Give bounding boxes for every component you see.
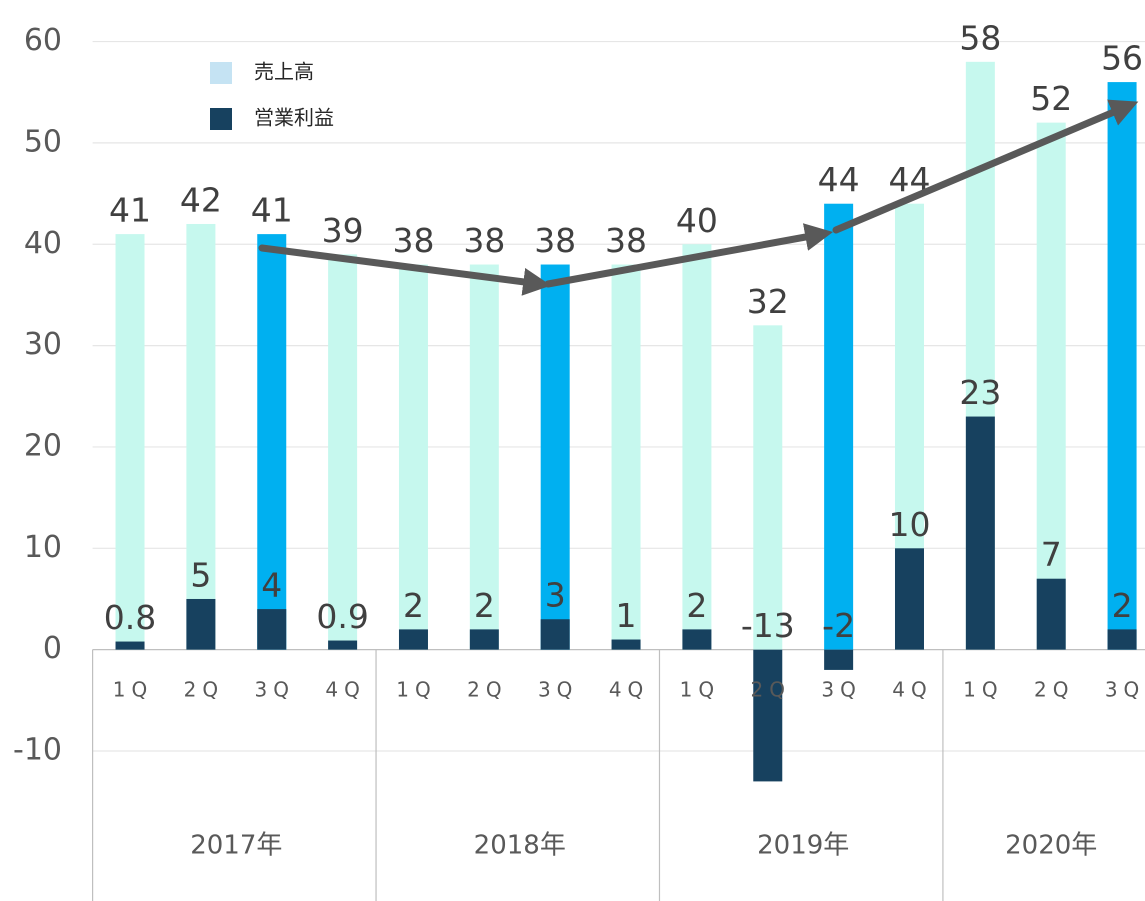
data-label: 23: [959, 373, 1001, 412]
data-label: 52: [1030, 79, 1072, 118]
data-label: 56: [1101, 39, 1143, 78]
x-tick-label: 3Q: [1105, 678, 1145, 702]
data-label: 0.9: [316, 597, 368, 636]
bar: [328, 254, 358, 650]
bar: [682, 244, 712, 650]
bar: [894, 548, 924, 650]
data-label: 38: [534, 221, 576, 260]
x-tick-label: 1Q: [113, 678, 153, 702]
data-label: 10: [888, 505, 930, 544]
data-label: 1: [616, 596, 637, 635]
group-label: 2017年: [190, 831, 282, 861]
y-tick-label: 0: [43, 631, 62, 666]
x-tick-label: 2Q: [184, 678, 224, 702]
y-tick-label: 20: [24, 428, 62, 463]
bar: [257, 234, 287, 650]
bar: [965, 416, 995, 650]
x-tick-label: 1Q: [963, 678, 1003, 702]
bar: [753, 649, 783, 782]
data-label: 2: [686, 586, 707, 625]
data-label: 58: [959, 18, 1001, 57]
bar: [540, 264, 570, 650]
bar: [540, 619, 570, 650]
y-tick-label: 30: [24, 327, 62, 362]
bar: [753, 325, 783, 650]
bar: [328, 640, 358, 650]
bar: [682, 629, 712, 650]
trend-arrow: [544, 223, 834, 288]
bar: [1107, 629, 1137, 650]
data-label: 32: [747, 282, 789, 321]
bar: [824, 203, 854, 650]
bar: [824, 649, 854, 670]
x-tick-label: 1Q: [680, 678, 720, 702]
bar: [186, 223, 216, 650]
trend-arrow: [258, 244, 552, 296]
data-label: -13: [741, 606, 795, 645]
group-label: 2020年: [1005, 831, 1097, 861]
data-label: 2: [474, 586, 495, 625]
data-label: 41: [251, 191, 293, 230]
bar: [398, 629, 428, 650]
data-label: 4: [261, 566, 282, 605]
y-tick-label: 40: [24, 226, 62, 261]
x-tick-label: 2Q: [467, 678, 507, 702]
y-tick-label: -10: [13, 733, 62, 768]
data-label: 40: [676, 201, 718, 240]
bar: [398, 264, 428, 650]
bar: [257, 609, 287, 650]
x-tick-label: 1Q: [396, 678, 436, 702]
bar: [469, 629, 499, 650]
bar: [1107, 82, 1137, 650]
legend-label: 売上高: [254, 60, 314, 84]
data-label: 41: [109, 191, 151, 230]
data-label: 7: [1041, 535, 1062, 574]
y-tick-label: 60: [24, 23, 62, 58]
data-label: 3: [545, 576, 566, 615]
labels: 1Q 2Q 3Q 4Q 2017年 1Q 2Q 3Q 4Q 2018年 1Q 2Q 3Q 4Q 2019年 1…: [104, 18, 1145, 861]
data-label: 2: [1112, 586, 1133, 625]
data-label: 44: [818, 160, 860, 199]
y-tick-label: 50: [24, 124, 62, 159]
data-label: 2: [403, 586, 424, 625]
x-tick-label: 3Q: [255, 678, 295, 702]
x-tick-label: 3Q: [538, 678, 578, 702]
x-tick-label: 4Q: [325, 678, 365, 702]
data-label: 0.8: [104, 598, 156, 637]
trend-arrows: [258, 99, 1139, 296]
trend-arrow: [832, 99, 1139, 234]
x-tick-label: 2Q: [1034, 678, 1074, 702]
data-label: 38: [605, 221, 647, 260]
x-tick-label: 4Q: [892, 678, 932, 702]
bar: [186, 598, 216, 650]
group-label: 2018年: [474, 831, 566, 861]
x-tick-label: 2Q: [751, 678, 791, 702]
bar: [115, 641, 145, 650]
legend-swatch: [210, 108, 232, 130]
y-tick-label: 10: [24, 530, 62, 565]
bar: [611, 639, 641, 650]
x-tick-label: 3Q: [821, 678, 861, 702]
x-tick-label: 4Q: [609, 678, 649, 702]
data-label: -2: [822, 606, 855, 645]
data-label: 5: [190, 555, 211, 594]
data-label: 38: [463, 221, 505, 260]
group-label: 2019年: [757, 831, 849, 861]
bar: [115, 234, 145, 650]
bar: [1036, 122, 1066, 650]
data-label: 39: [322, 211, 364, 250]
data-label: 42: [180, 180, 222, 219]
bar: [611, 264, 641, 650]
legend-label: 営業利益: [254, 106, 334, 130]
bars: [115, 61, 1137, 782]
data-label: 38: [392, 221, 434, 260]
legend-swatch: [210, 62, 232, 84]
bar: [469, 264, 499, 650]
bar: [1036, 578, 1066, 650]
